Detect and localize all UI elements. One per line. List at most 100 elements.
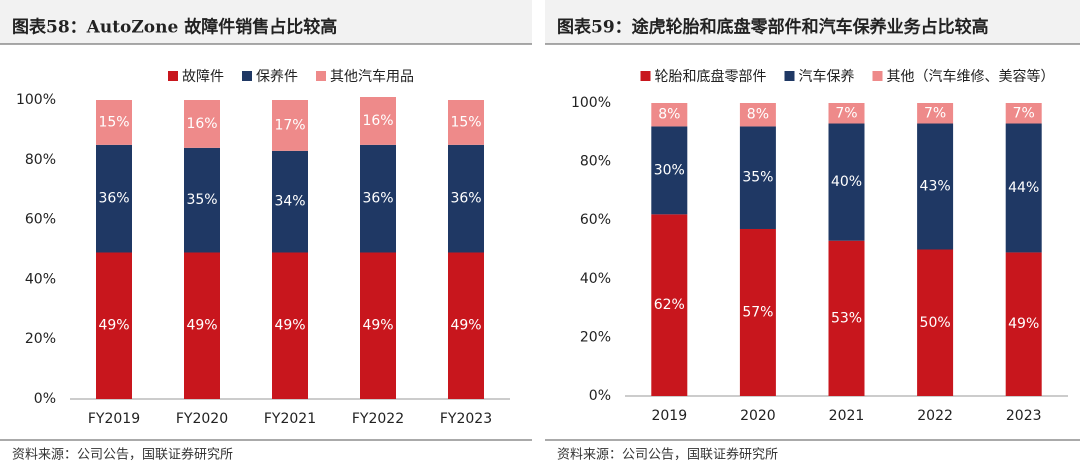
- value-label: 49%: [362, 318, 393, 334]
- x-tick-label: FY2022: [352, 411, 404, 427]
- value-label: 53%: [831, 310, 862, 326]
- value-label: 7%: [1013, 105, 1035, 121]
- value-label: 8%: [747, 107, 769, 123]
- value-label: 35%: [186, 192, 217, 208]
- value-label: 36%: [362, 191, 393, 207]
- value-label: 35%: [742, 170, 773, 186]
- y-tick-label: 40%: [580, 271, 611, 287]
- y-tick-label: 20%: [25, 331, 56, 347]
- value-label: 16%: [186, 116, 217, 132]
- value-label: 36%: [98, 191, 129, 207]
- value-label: 34%: [274, 194, 305, 210]
- value-label: 44%: [1008, 180, 1039, 196]
- bar-segment: [272, 252, 308, 399]
- chart-title: 图表59：途虎轮胎和底盘零部件和汽车保养业务占比较高: [557, 17, 989, 38]
- title-bar: [545, 0, 1080, 44]
- x-tick-label: 2019: [651, 408, 687, 424]
- bar-segment: [651, 126, 688, 215]
- chart-title: 图表58：AutoZone 故障件销售占比较高: [12, 17, 337, 38]
- bar-segment: [360, 144, 396, 253]
- y-tick-label: 80%: [25, 152, 56, 168]
- y-tick-label: 20%: [580, 329, 611, 345]
- source: 资料来源：公司公告，国联证券研究所: [12, 447, 233, 463]
- y-tick-label: 60%: [580, 212, 611, 228]
- value-label: 17%: [274, 117, 305, 133]
- y-tick-label: 40%: [25, 271, 56, 287]
- y-tick-label: 80%: [580, 154, 611, 170]
- bar-segment: [184, 147, 220, 253]
- bar-segment: [651, 214, 688, 396]
- bar-segment: [651, 103, 688, 127]
- x-tick-label: FY2019: [88, 411, 140, 427]
- x-tick-label: 2020: [740, 408, 776, 424]
- legend-swatch: [784, 71, 795, 81]
- bar-segment: [448, 252, 484, 399]
- bar-segment: [917, 123, 954, 250]
- value-label: 49%: [98, 318, 129, 334]
- x-tick-label: FY2021: [264, 411, 316, 427]
- bar-segment: [184, 252, 220, 399]
- value-label: 16%: [362, 113, 393, 129]
- bar-segment: [360, 97, 396, 145]
- value-label: 7%: [924, 105, 946, 121]
- bar-segment: [96, 144, 132, 253]
- bar-segment: [828, 240, 865, 396]
- value-label: 15%: [98, 114, 129, 130]
- value-label: 40%: [831, 174, 862, 190]
- value-label: 62%: [654, 297, 685, 313]
- legend-label: 轮胎和底盘零部件: [655, 68, 767, 85]
- bar-segment: [96, 100, 132, 145]
- bar-segment: [828, 123, 865, 241]
- value-label: 8%: [658, 107, 680, 123]
- legend-swatch: [872, 71, 883, 81]
- legend-label: 汽车保养: [799, 68, 855, 85]
- bar-segment: [1005, 103, 1042, 124]
- y-tick-label: 0%: [589, 388, 611, 404]
- value-label: 36%: [450, 191, 481, 207]
- value-label: 49%: [1008, 316, 1039, 332]
- bar-segment: [917, 249, 954, 396]
- bar-segment: [1005, 123, 1042, 253]
- bar-segment: [917, 103, 954, 124]
- bar-segment: [272, 150, 308, 253]
- bar-segment: [739, 126, 776, 229]
- legend-swatch: [168, 71, 178, 81]
- value-label: 49%: [186, 318, 217, 334]
- legend-swatch: [242, 71, 252, 81]
- bar-segment: [360, 252, 396, 399]
- x-tick-label: FY2023: [440, 411, 492, 427]
- bar-segment: [184, 100, 220, 148]
- legend-swatch: [640, 71, 651, 81]
- bar-segment: [448, 144, 484, 253]
- legend-label: 保养件: [256, 69, 298, 85]
- legend-label: 其他（汽车维修、美容等）: [887, 68, 1055, 85]
- value-label: 43%: [920, 179, 951, 195]
- legend-swatch: [316, 71, 326, 81]
- y-tick-label: 100%: [16, 92, 56, 108]
- x-tick-label: FY2020: [176, 411, 228, 427]
- source: 资料来源：公司公告，国联证券研究所: [557, 447, 778, 463]
- value-label: 50%: [920, 315, 951, 331]
- legend-label: 其他汽车用品: [330, 68, 414, 85]
- legend-label: 故障件: [182, 69, 224, 85]
- bar-segment: [739, 228, 776, 396]
- bar-segment: [828, 103, 865, 124]
- value-label: 49%: [274, 318, 305, 334]
- bar-segment: [1005, 252, 1042, 396]
- bar-segment: [739, 103, 776, 127]
- value-label: 15%: [450, 114, 481, 130]
- value-label: 7%: [835, 105, 857, 121]
- value-label: 49%: [450, 318, 481, 334]
- x-tick-label: 2021: [829, 408, 865, 424]
- x-tick-label: 2022: [917, 408, 953, 424]
- x-tick-label: 2023: [1006, 408, 1042, 424]
- y-tick-label: 60%: [25, 212, 56, 228]
- bar-segment: [272, 100, 308, 151]
- title-bar: [0, 0, 532, 44]
- value-label: 30%: [654, 162, 685, 178]
- y-tick-label: 0%: [34, 391, 56, 407]
- value-label: 57%: [742, 304, 773, 320]
- bar-segment: [96, 252, 132, 399]
